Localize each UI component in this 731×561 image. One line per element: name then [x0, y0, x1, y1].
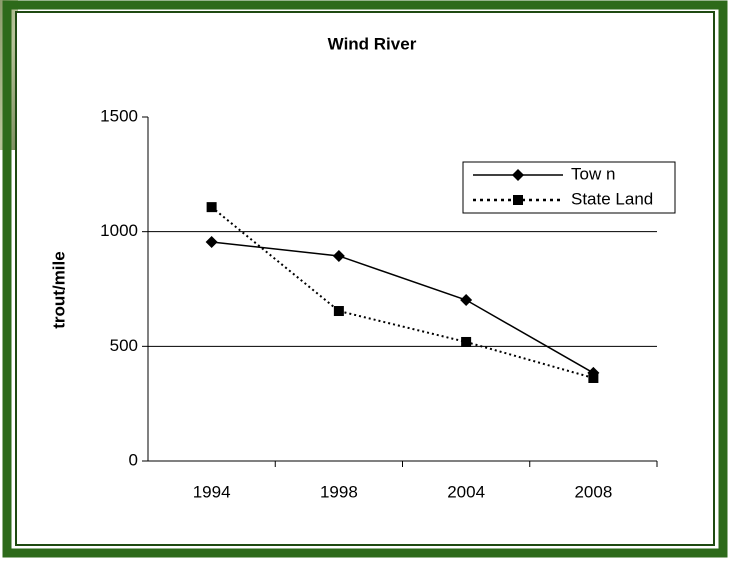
y-axis-label: trout/mile — [49, 251, 68, 328]
marker — [461, 336, 472, 347]
legend-box — [462, 161, 676, 214]
marker — [460, 294, 473, 307]
chart-title: Wind River — [328, 34, 417, 53]
x-tick-label: 2008 — [574, 482, 612, 501]
marker — [333, 306, 344, 317]
marker — [205, 235, 218, 248]
marker — [206, 202, 217, 213]
legend-label: Tow n — [571, 164, 615, 183]
y-tick-label: 1000 — [100, 221, 138, 240]
series-line — [211, 241, 594, 374]
y-tick-label: 500 — [110, 336, 138, 355]
y-tick-label: 1500 — [100, 106, 138, 125]
marker — [513, 195, 523, 205]
marker — [588, 372, 599, 383]
marker — [332, 249, 345, 262]
legend-label: State Land — [571, 189, 653, 208]
x-tick-label: 1994 — [193, 482, 231, 501]
x-tick-label: 1998 — [320, 482, 358, 501]
x-tick-label: 2004 — [447, 482, 485, 501]
y-tick-label: 0 — [129, 450, 138, 469]
inner-frame — [15, 11, 715, 546]
series-line — [210, 206, 594, 379]
marker — [512, 169, 524, 181]
